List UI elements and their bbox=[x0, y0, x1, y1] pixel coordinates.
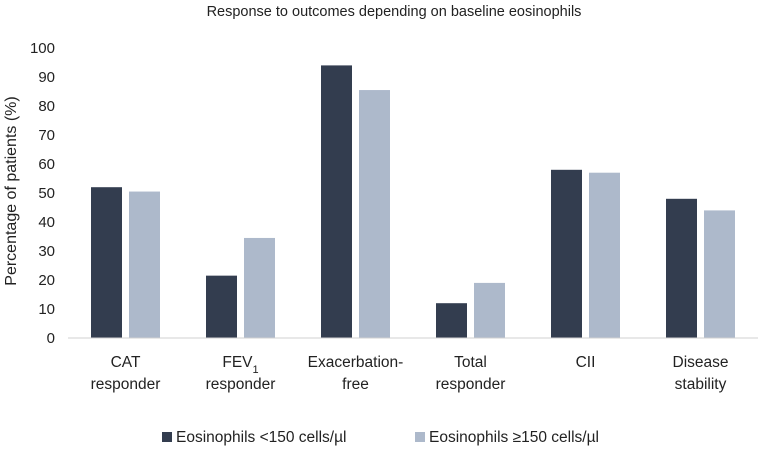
category-label: Total bbox=[454, 354, 487, 371]
legend-label-2: Eosinophils ≥150 cells/µl bbox=[429, 429, 599, 446]
y-tick-label: 60 bbox=[38, 156, 55, 173]
legend-label-1: Eosinophils <150 cells/µl bbox=[176, 429, 347, 446]
category-label: responder bbox=[206, 376, 276, 393]
y-tick-label: 30 bbox=[38, 243, 55, 260]
bar-series-1-cat-3 bbox=[321, 65, 352, 339]
category-label: Exacerbation- bbox=[308, 354, 404, 371]
category-label: CII bbox=[576, 354, 596, 371]
y-tick-label: 10 bbox=[38, 301, 55, 318]
y-tick-label: 50 bbox=[38, 185, 55, 202]
bar-series-2-cat-4 bbox=[474, 282, 505, 338]
category-label: responder bbox=[436, 376, 506, 393]
y-axis-label: Percentage of patients (%) bbox=[3, 96, 20, 285]
bar-series-2-cat-6 bbox=[704, 210, 735, 338]
legend-swatch-1 bbox=[162, 432, 172, 442]
legend: Eosinophils <150 cells/µl Eosinophils ≥15… bbox=[162, 429, 599, 446]
category-label: responder bbox=[91, 376, 161, 393]
y-tick-label: 90 bbox=[38, 69, 55, 86]
category-label: stability bbox=[675, 376, 727, 393]
bar-series-2-cat-5 bbox=[589, 172, 620, 338]
y-tick-label: 40 bbox=[38, 214, 55, 231]
legend-swatch-2 bbox=[415, 432, 425, 442]
category-label: free bbox=[342, 376, 369, 393]
bar-series-1-cat-2 bbox=[206, 275, 237, 338]
y-axis-ticks: 0 10 20 30 40 50 60 70 80 90 100 bbox=[30, 40, 55, 347]
category-label: FEV1 bbox=[222, 354, 258, 376]
category-labels: CATresponderFEV1responderExacerbation-fr… bbox=[91, 354, 729, 393]
bars bbox=[91, 65, 735, 339]
bar-series-1-cat-4 bbox=[436, 303, 467, 338]
bar-series-2-cat-3 bbox=[359, 90, 390, 338]
category-label: CAT bbox=[111, 354, 141, 371]
bar-series-1-cat-1 bbox=[91, 187, 122, 338]
y-tick-label: 80 bbox=[38, 98, 55, 115]
bar-series-2-cat-2 bbox=[244, 237, 275, 338]
chart-title: Response to outcomes depending on baseli… bbox=[207, 4, 582, 20]
y-tick-label: 0 bbox=[47, 330, 55, 347]
bar-series-1-cat-6 bbox=[666, 198, 697, 338]
y-tick-label: 100 bbox=[30, 40, 55, 57]
y-tick-label: 20 bbox=[38, 272, 55, 289]
bar-series-1-cat-5 bbox=[551, 169, 582, 338]
bar-series-2-cat-1 bbox=[129, 191, 160, 338]
y-tick-label: 70 bbox=[38, 127, 55, 144]
category-label: Disease bbox=[673, 354, 729, 371]
